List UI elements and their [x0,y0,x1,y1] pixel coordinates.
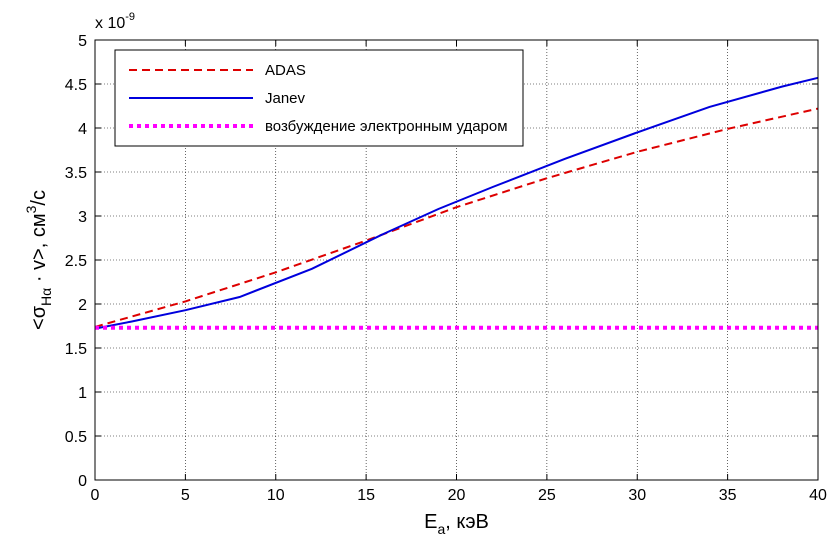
y-tick-label: 3 [78,209,87,226]
y-tick-label: 2 [78,297,87,314]
y-tick-label: 1.5 [65,341,87,358]
y-tick-label: 2.5 [65,253,87,270]
legend-label: Janev [265,90,306,107]
x-tick-label: 15 [357,487,375,504]
y-tick-label: 0 [78,473,87,490]
x-tick-label: 10 [267,487,285,504]
y-multiplier: x 10-9 [95,11,135,32]
y-tick-label: 4 [78,121,87,138]
x-tick-label: 35 [719,487,737,504]
legend: ADAS Janev возбуждение электронным ударом [114,49,524,147]
y-tick-label: 1 [78,385,87,402]
x-tick-label: 20 [448,487,466,504]
series-group [94,76,819,330]
legend-label: возбуждение электронным ударом [265,118,508,135]
y-tick-label: 0.5 [65,429,87,446]
y-tick-label: 3.5 [65,165,87,182]
x-tick-label: 25 [538,487,556,504]
series-line-2 [94,76,819,330]
x-tick-label: 0 [91,487,100,504]
y-tick-label: 5 [78,33,87,50]
plot-frame [94,39,819,481]
y-axis-label: <σHα · v>, см3/с [23,190,54,330]
x-tick-labels: 0 5 10 15 20 25 30 35 40 [91,487,827,504]
series-line-1 [94,107,819,328]
x-tick-label: 5 [181,487,190,504]
y-tick-labels: 0 0.5 1 1.5 2 2.5 3 3.5 4 4.5 5 [65,33,87,490]
x-tick-label: 30 [628,487,646,504]
y-tick-label: 4.5 [65,77,87,94]
x-axis-label: Ea, кэВ [424,511,489,537]
x-tick-label: 40 [809,487,827,504]
legend-label: ADAS [265,62,306,79]
